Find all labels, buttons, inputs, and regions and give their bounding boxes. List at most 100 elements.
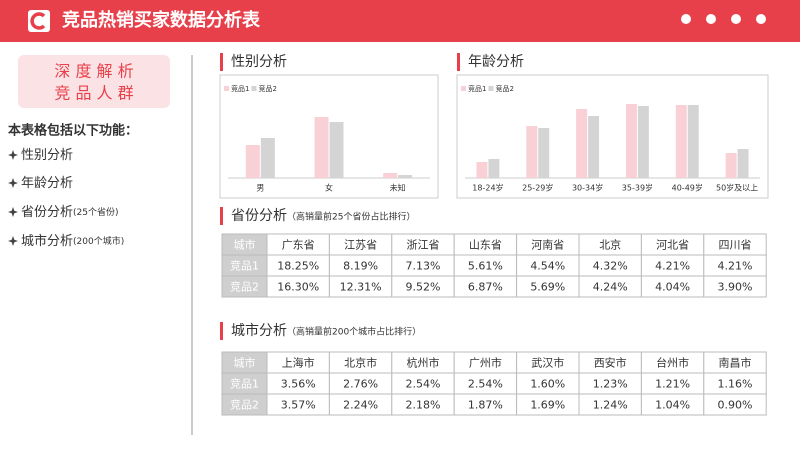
cell-text: 6.87% <box>468 281 503 294</box>
cell-text: 1.23% <box>593 378 628 391</box>
intro: 本表格包括以下功能： <box>8 123 138 139</box>
bar <box>260 138 275 178</box>
bar <box>383 173 398 178</box>
cell-text: 2.54% <box>406 378 441 391</box>
legend-swatch <box>224 86 229 91</box>
badge <box>18 55 170 108</box>
cell-text: 2.24% <box>343 399 378 412</box>
bar <box>245 145 260 178</box>
bullet-star <box>8 178 18 188</box>
cell-text: 1.60% <box>530 378 565 391</box>
bar <box>526 126 538 178</box>
cell-text: 1.21% <box>655 378 690 391</box>
cell-text: 竞品2 <box>230 398 259 412</box>
legend-label: 竞品1 <box>231 84 249 93</box>
cell-text: 1.87% <box>468 399 503 412</box>
cell-text: 2.18% <box>406 399 441 412</box>
cell-text: 4.21% <box>718 260 753 273</box>
cell-text: 3.90% <box>718 281 753 294</box>
page-title: 竞品热销买家数据分析表 <box>62 9 261 31</box>
cell-text: 3.56% <box>281 378 316 391</box>
category-label: 40-49岁 <box>672 183 703 193</box>
cell-text: 竞品2 <box>230 280 259 294</box>
window-dot <box>756 14 766 24</box>
cell-text: 北京市 <box>344 356 377 370</box>
window-dot <box>681 14 691 24</box>
cell-text: 9.52% <box>406 281 441 294</box>
cell-text: 2.76% <box>343 378 378 391</box>
feature-text: 省份分析 <box>21 205 73 220</box>
cell-text: 4.54% <box>530 260 565 273</box>
legend-swatch <box>461 86 466 91</box>
category-label: 30-34岁 <box>572 183 603 193</box>
feature-text: 年龄分析 <box>21 176 73 191</box>
cell-text: 武汉市 <box>531 356 564 370</box>
table-cell <box>703 393 767 416</box>
cell-text: 江苏省 <box>344 239 377 252</box>
cell-text: 3.57% <box>281 399 316 412</box>
cell-text: 0.90% <box>718 399 753 412</box>
cell-text: 5.69% <box>530 281 565 294</box>
bar <box>314 117 329 178</box>
cell-text: 西安市 <box>594 356 627 370</box>
cell-text: 城市 <box>234 238 256 252</box>
category-label: 未知 <box>390 183 406 193</box>
chart-frame <box>219 74 439 199</box>
cell-text: 台州市 <box>656 356 689 370</box>
legend-swatch <box>488 86 494 91</box>
bar <box>398 175 413 178</box>
feature: 省份分析(25个省份) <box>21 205 119 220</box>
cell-text: 广东省 <box>282 239 315 252</box>
cell-text: 山东省 <box>469 239 502 252</box>
feature-text: 性别分析 <box>21 148 73 163</box>
section-marker <box>220 53 223 71</box>
bar <box>687 105 699 178</box>
feature: 城市分析(200个城市) <box>21 233 124 249</box>
cell-text: 竞品1 <box>230 259 259 273</box>
table-cell <box>703 275 767 298</box>
cell-text: 1.16% <box>718 378 753 391</box>
cell-text: 4.21% <box>655 260 690 273</box>
cell-text: 四川省 <box>719 239 752 252</box>
bar <box>588 116 600 178</box>
legend-label: 竞品1 <box>468 84 486 93</box>
badge-line: 竞 品 人 群 <box>54 84 133 103</box>
section-title: 性别分析 <box>231 54 287 70</box>
category-label: 25-29岁 <box>522 183 553 193</box>
category-label: 18-24岁 <box>472 183 503 193</box>
bar <box>576 109 588 178</box>
cell-text: 18.25% <box>277 260 319 273</box>
cell-text: 南昌市 <box>719 356 752 370</box>
legend-label: 竞品2 <box>258 84 276 93</box>
feature: 年龄分析 <box>21 176 73 191</box>
bar <box>637 106 649 178</box>
cell-text: 16.30% <box>277 281 319 294</box>
cell-text: 城市 <box>234 356 256 370</box>
header-bar <box>0 0 800 42</box>
bar <box>625 104 637 178</box>
cell-text: 浙江省 <box>407 239 440 252</box>
bar <box>488 159 500 178</box>
cell-text: 5.61% <box>468 260 503 273</box>
cell-text: 2.54% <box>468 378 503 391</box>
legend-label: 竞品2 <box>495 84 513 93</box>
cell-text: 河南省 <box>531 239 564 252</box>
badge-line: 深 度 解 析 <box>54 62 133 81</box>
feature-note: (200个城市) <box>73 235 124 247</box>
cell-text: 广州市 <box>469 356 502 370</box>
category-label: 35-39岁 <box>622 183 653 193</box>
cell-text: 河北省 <box>656 239 689 252</box>
bullet-star <box>8 150 18 160</box>
section-title: 城市分析 <box>231 322 287 339</box>
cell-text: 12.31% <box>340 281 382 294</box>
chart-frame <box>456 74 769 199</box>
cell-text: 4.04% <box>655 281 690 294</box>
cell-text: 1.04% <box>655 399 690 412</box>
cell-text: 4.24% <box>593 281 628 294</box>
bullet-star <box>8 207 18 217</box>
section-marker <box>457 53 460 71</box>
feature: 性别分析 <box>21 148 73 163</box>
bar <box>538 128 550 178</box>
legend-swatch <box>251 86 257 91</box>
